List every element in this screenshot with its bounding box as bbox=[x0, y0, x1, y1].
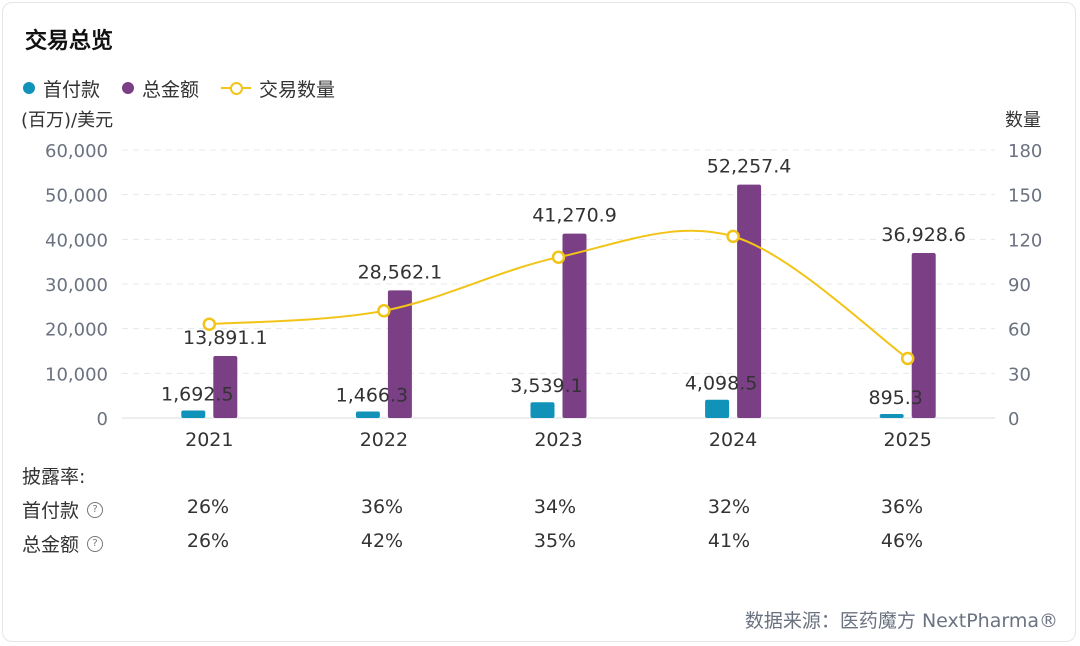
x-category-label: 2025 bbox=[884, 429, 932, 451]
x-category-label: 2021 bbox=[185, 429, 233, 451]
y-left-tick-label: 0 bbox=[97, 409, 108, 430]
y-right-tick-label: 90 bbox=[1008, 275, 1031, 296]
chart-title: 交易总览 bbox=[25, 29, 114, 54]
y-right-tick-label: 0 bbox=[1008, 409, 1019, 430]
left-axis-unit: (百万)/美元 bbox=[21, 110, 114, 131]
y-left-tick-label: 60,000 bbox=[45, 141, 108, 162]
legend-label-total: 总金额 bbox=[142, 78, 200, 101]
disclosure-row-upfront-label: 首付款 ? bbox=[22, 496, 104, 523]
disclosure-upfront-2024: 32% bbox=[707, 496, 751, 518]
data-source: 数据来源：医药魔方 NextPharma® bbox=[744, 610, 1058, 632]
legend-dot-total-icon bbox=[122, 82, 135, 94]
disclosure-label: 披露率: bbox=[22, 466, 86, 488]
y-right-tick-label: 30 bbox=[1008, 364, 1031, 385]
data-label-upfront: 3,539.1 bbox=[510, 375, 583, 397]
bar-total bbox=[911, 253, 936, 418]
point-deal-count bbox=[377, 304, 391, 318]
disclosure-total-2025: 46% bbox=[880, 530, 924, 552]
data-label-total: 13,891.1 bbox=[183, 327, 268, 349]
disclosure-total-2022: 42% bbox=[360, 530, 404, 552]
help-icon[interactable]: ? bbox=[87, 501, 104, 518]
data-label-upfront: 1,692.5 bbox=[161, 383, 234, 405]
disclosure-row-total-text: 总金额 bbox=[22, 534, 80, 556]
legend-line-count-icon bbox=[221, 81, 252, 95]
disclosure-total-2023: 35% bbox=[533, 530, 577, 552]
grid-layer bbox=[122, 149, 995, 419]
legend-item-count[interactable]: 交易数量 bbox=[221, 75, 335, 102]
y-left-tick-label: 20,000 bbox=[45, 320, 108, 341]
legend-item-upfront[interactable]: 首付款 bbox=[23, 75, 100, 102]
y-right-tick-label: 60 bbox=[1008, 320, 1031, 341]
disclosure-total-2021: 26% bbox=[186, 530, 230, 552]
bar-upfront bbox=[181, 410, 206, 418]
bar-total bbox=[737, 184, 762, 418]
labels-layer: 1,692.5 13,891.1 1,466.3 28,562.1 3,539.1 41,… bbox=[161, 156, 966, 409]
data-label-upfront: 4,098.5 bbox=[685, 373, 758, 395]
axis-layer: 0 0 10,000 30 20,000 60 30,000 90 40,000 120 50,00… bbox=[45, 141, 1042, 451]
data-label-total: 41,270.9 bbox=[532, 205, 617, 227]
point-deal-count bbox=[726, 229, 740, 244]
bar-total bbox=[562, 233, 587, 418]
line-deal-count bbox=[209, 229, 909, 360]
bar-upfront bbox=[705, 399, 730, 418]
bar-upfront bbox=[879, 414, 904, 418]
data-label-total: 28,562.1 bbox=[358, 261, 443, 283]
y-left-tick-label: 40,000 bbox=[45, 230, 108, 251]
line-layer bbox=[202, 229, 915, 366]
x-category-label: 2024 bbox=[709, 429, 757, 451]
point-deal-count bbox=[202, 317, 217, 331]
right-axis-unit: 数量 bbox=[1005, 110, 1041, 131]
bars-layer bbox=[181, 184, 936, 418]
y-right-tick-label: 150 bbox=[1008, 186, 1042, 207]
bar-total bbox=[387, 290, 412, 418]
y-left-tick-label: 30,000 bbox=[45, 275, 108, 296]
legend-item-total[interactable]: 总金额 bbox=[122, 75, 199, 102]
help-icon[interactable]: ? bbox=[87, 535, 104, 552]
disclosure-total-2024: 41% bbox=[707, 530, 751, 552]
y-left-tick-label: 50,000 bbox=[45, 186, 108, 207]
x-category-label: 2023 bbox=[534, 429, 582, 451]
data-label-upfront: 1,466.3 bbox=[336, 384, 409, 406]
data-label-total: 52,257.4 bbox=[707, 156, 792, 178]
legend-label-count: 交易数量 bbox=[259, 78, 336, 101]
disclosure-upfront-2022: 36% bbox=[360, 496, 404, 518]
data-label-total: 36,928.6 bbox=[881, 224, 966, 246]
bar-upfront bbox=[355, 411, 380, 418]
y-left-tick-label: 10,000 bbox=[45, 364, 108, 385]
disclosure-upfront-2023: 34% bbox=[533, 496, 577, 518]
bar-total bbox=[213, 355, 238, 418]
point-deal-count bbox=[900, 351, 915, 366]
y-right-tick-label: 180 bbox=[1008, 141, 1042, 162]
disclosure-row-total-label: 总金额 ? bbox=[22, 530, 104, 557]
disclosure-upfront-2025: 36% bbox=[880, 496, 924, 518]
point-deal-count bbox=[551, 250, 566, 264]
disclosure-upfront-2021: 26% bbox=[186, 496, 230, 518]
y-right-tick-label: 120 bbox=[1008, 230, 1042, 251]
bar-upfront bbox=[530, 402, 555, 418]
disclosure-row-upfront-text: 首付款 bbox=[22, 500, 80, 522]
legend-dot-upfront-icon bbox=[23, 82, 35, 94]
chart-legend: 首付款 总金额 交易数量 bbox=[23, 75, 357, 101]
x-category-label: 2022 bbox=[360, 429, 408, 451]
data-label-upfront: 895.3 bbox=[868, 387, 922, 409]
legend-label-upfront: 首付款 bbox=[43, 78, 101, 101]
